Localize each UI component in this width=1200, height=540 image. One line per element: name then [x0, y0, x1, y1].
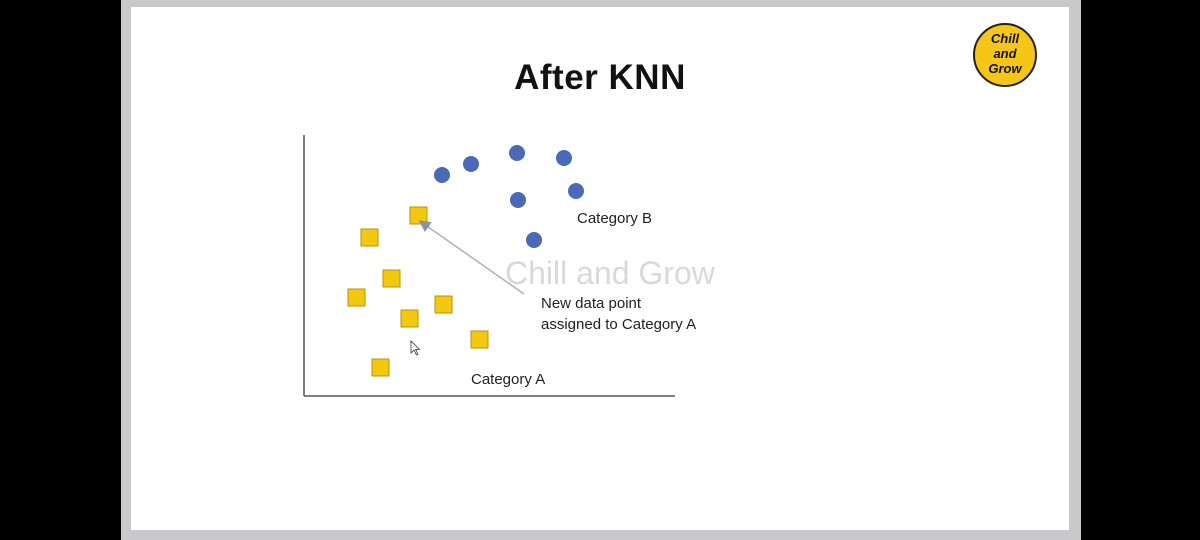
- slide-title: After KNN: [514, 58, 686, 97]
- category-b-points: [434, 145, 584, 248]
- mouse-cursor-icon: [410, 340, 421, 356]
- category-a-point: [371, 358, 390, 377]
- category-b-point: [526, 232, 542, 248]
- category-b-point: [463, 156, 479, 172]
- logo-line-3: Grow: [988, 61, 1022, 76]
- category-b-point: [434, 167, 450, 183]
- category-b-label: Category B: [577, 210, 652, 227]
- chill-and-grow-logo: [973, 23, 1037, 87]
- logo-line-1: Chill: [990, 31, 1020, 46]
- logo-text: Chill and Grow: [973, 31, 1037, 76]
- new-data-point: [409, 206, 428, 225]
- category-b-point: [510, 192, 526, 208]
- category-a-point: [382, 269, 401, 288]
- category-a-label: Category A: [471, 371, 545, 388]
- annotation-arrow: [418, 220, 525, 295]
- category-a-point: [360, 228, 379, 247]
- slide: [131, 7, 1069, 530]
- watermark: Chill and Grow: [505, 255, 716, 291]
- category-a-point: [347, 288, 366, 307]
- category-a-point: [400, 309, 419, 328]
- category-b-point: [509, 145, 525, 161]
- logo-line-2: and: [993, 46, 1017, 61]
- category-a-points: [347, 206, 489, 377]
- annotation-line-1: New data point: [541, 295, 642, 312]
- annotation-line-2: assigned to Category A: [541, 316, 696, 333]
- category-a-point: [470, 330, 489, 349]
- category-b-point: [568, 183, 584, 199]
- category-b-point: [556, 150, 572, 166]
- category-a-point: [434, 295, 453, 314]
